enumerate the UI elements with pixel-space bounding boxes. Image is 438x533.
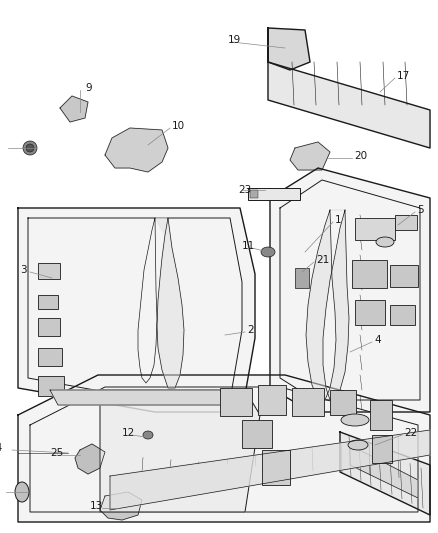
Polygon shape: [100, 390, 260, 512]
Polygon shape: [290, 142, 330, 170]
Polygon shape: [110, 430, 430, 510]
Bar: [352, 260, 387, 288]
Polygon shape: [155, 218, 184, 388]
Ellipse shape: [26, 144, 34, 152]
Polygon shape: [75, 444, 105, 474]
Text: 9: 9: [85, 83, 92, 93]
Ellipse shape: [348, 440, 368, 450]
Bar: [38, 318, 60, 336]
Polygon shape: [350, 445, 418, 498]
Bar: [38, 376, 64, 396]
Bar: [372, 435, 392, 463]
Text: 17: 17: [397, 71, 410, 81]
Bar: [390, 265, 418, 287]
Bar: [355, 218, 395, 240]
Polygon shape: [270, 168, 430, 412]
Polygon shape: [105, 128, 168, 172]
Bar: [295, 268, 309, 288]
Bar: [38, 295, 58, 309]
Polygon shape: [306, 210, 349, 400]
Text: 2: 2: [247, 325, 254, 335]
Polygon shape: [268, 28, 310, 70]
Text: 11: 11: [242, 241, 255, 251]
Text: 21: 21: [316, 255, 329, 265]
Bar: [370, 400, 392, 430]
Text: 1: 1: [335, 215, 342, 225]
Polygon shape: [18, 375, 430, 522]
Bar: [262, 450, 290, 485]
Text: 5: 5: [417, 205, 424, 215]
Bar: [38, 263, 60, 279]
Text: 4: 4: [374, 335, 381, 345]
Text: 25: 25: [50, 448, 63, 458]
Bar: [395, 215, 417, 230]
Text: 22: 22: [404, 428, 417, 438]
Ellipse shape: [23, 141, 37, 155]
Text: 14: 14: [0, 443, 3, 453]
Polygon shape: [18, 208, 255, 412]
Polygon shape: [100, 492, 142, 520]
Bar: [355, 300, 385, 325]
Polygon shape: [50, 390, 228, 405]
Bar: [330, 390, 356, 415]
Bar: [258, 385, 286, 415]
Ellipse shape: [376, 237, 394, 247]
Ellipse shape: [15, 482, 29, 502]
Ellipse shape: [261, 247, 275, 257]
Bar: [250, 190, 258, 198]
Text: 3: 3: [20, 265, 27, 275]
Polygon shape: [60, 96, 88, 122]
Ellipse shape: [143, 431, 153, 439]
Text: 20: 20: [354, 151, 367, 161]
Text: 12: 12: [122, 428, 135, 438]
Bar: [220, 388, 252, 416]
Ellipse shape: [341, 414, 369, 426]
Bar: [292, 388, 324, 416]
Polygon shape: [340, 432, 430, 515]
Polygon shape: [268, 28, 430, 148]
Bar: [242, 420, 272, 448]
Text: 19: 19: [228, 35, 241, 45]
Text: 13: 13: [90, 501, 103, 511]
Text: 10: 10: [172, 121, 185, 131]
Bar: [390, 305, 415, 325]
Bar: [38, 348, 62, 366]
Text: 23: 23: [238, 185, 251, 195]
Bar: [248, 188, 300, 200]
